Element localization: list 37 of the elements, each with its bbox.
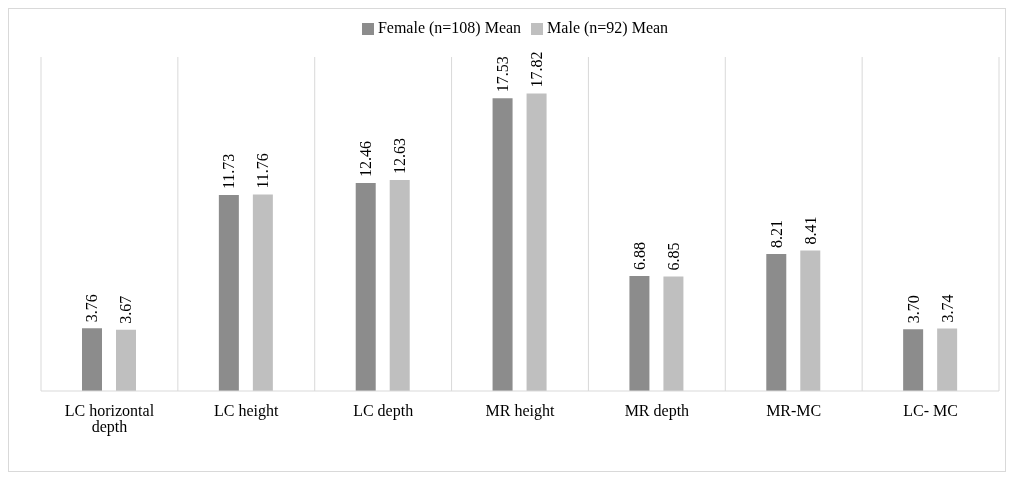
bar [82,328,102,391]
data-label: 8.41 [801,216,819,245]
data-label: 6.85 [664,242,682,271]
data-label: 3.74 [938,294,956,323]
bar [800,250,821,391]
bar [389,180,410,391]
x-tick-label: MR height [485,402,555,421]
bar [355,182,376,391]
x-tick-label: LC- MC [903,402,958,420]
data-label: 8.21 [767,219,785,248]
data-label: 17.82 [528,51,546,88]
data-label: 3.70 [904,295,922,324]
x-tick-label: LC depth [353,402,414,421]
data-label: 17.53 [494,56,512,93]
legend-label: Female (n=108) Mean [377,19,522,36]
bar [629,276,650,391]
bar [766,253,787,391]
legend-label: Male (n=92) Mean [547,19,669,36]
x-tick-label: MR depth [624,402,690,421]
data-label: 3.67 [117,295,135,324]
x-tick-label: LC height [214,402,280,421]
bar [492,98,513,391]
bar [526,93,547,391]
data-label: 12.63 [391,138,409,175]
x-tick-label: MR-MC [766,402,822,420]
bar [252,194,273,391]
data-label: 3.76 [83,294,101,323]
x-tick-label: LC horizontal depth [64,402,155,437]
bar [218,195,239,391]
data-label: 11.76 [254,153,272,189]
data-label: 12.46 [357,140,375,177]
bar [116,329,136,391]
data-label: 6.88 [630,242,648,271]
bar [903,329,924,391]
bar [937,328,958,391]
data-label: 11.73 [220,153,238,190]
bar [663,276,684,391]
